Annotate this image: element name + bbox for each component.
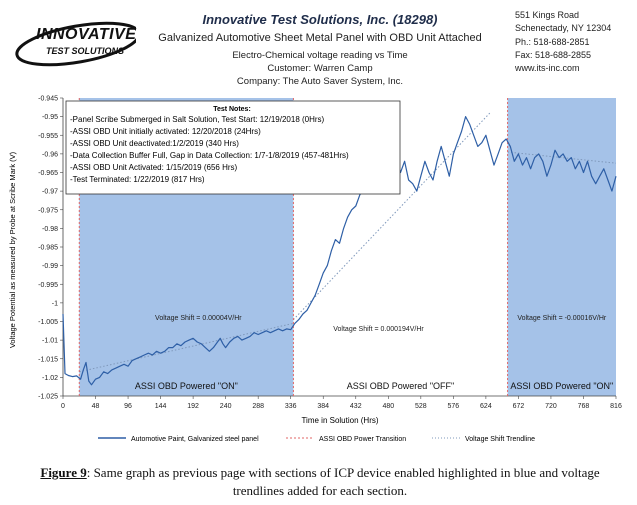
figure-caption: Figure 9: Same graph as previous page wi… xyxy=(20,464,620,500)
voltage-shift-label: Voltage Shift = 0.000194V/Hr xyxy=(333,326,424,333)
y-tick-label: -1.005 xyxy=(38,319,58,326)
data-series xyxy=(62,116,617,386)
legend-label-trend: Voltage Shift Trendline xyxy=(465,436,535,443)
x-tick-label: 240 xyxy=(220,403,232,410)
trendline xyxy=(507,151,617,164)
y-tick-label: -0.98 xyxy=(42,226,58,233)
x-tick-label: 144 xyxy=(155,403,167,410)
x-axis-ticks: 0 48 96 144 192 240 288 336 384 432 480 528 576 624 67… xyxy=(61,396,622,410)
y-tick-label: -1.015 xyxy=(38,356,58,363)
y-tick-label: -0.97 xyxy=(42,189,58,196)
logo-wordmark: INNOVATIVE xyxy=(36,26,137,43)
test-note-line: -Panel Scribe Submerged in Salt Solution… xyxy=(70,115,325,124)
voltage-shift-label: Voltage Shift = -0.00016V/Hr xyxy=(517,315,607,322)
test-notes-box: Test Notes: -Panel Scribe Submerged in S… xyxy=(65,100,401,195)
company-line: Company: The Auto Saver System, Inc. xyxy=(236,76,404,87)
y-tick-label: -1.01 xyxy=(42,338,58,345)
figure-caption-text: : Same graph as previous page with secti… xyxy=(86,465,600,498)
x-tick-label: 528 xyxy=(415,403,427,410)
region-on-label: ASSI OBD Powered "ON" xyxy=(510,381,613,391)
x-tick-label: 768 xyxy=(578,403,590,410)
voltage-shift-label: Voltage Shift = 0.00004V/Hr xyxy=(155,315,242,322)
company-title: Innovative Test Solutions, Inc. (18298) xyxy=(202,12,438,27)
x-tick-label: 672 xyxy=(513,403,525,410)
company-logo: INNOVATIVE TEST SOLUTIONS xyxy=(6,18,136,74)
x-tick-label: 0 xyxy=(61,403,65,410)
report-subtitle: Galvanized Automotive Sheet Metal Panel … xyxy=(158,32,482,44)
x-tick-label: 624 xyxy=(480,403,492,410)
x-tick-label: 432 xyxy=(350,403,362,410)
x-tick-label: 576 xyxy=(448,403,460,410)
y-axis-label: Voltage Potential as measured by Probe a… xyxy=(8,151,17,348)
series-line xyxy=(62,116,617,386)
region-off-label: ASSI OBD Powered "OFF" xyxy=(347,381,454,391)
region-on-label: ASSI OBD Powered "ON" xyxy=(135,381,238,391)
test-note-line: -ASSI OBD Unit Activated: 1/15/2019 (656… xyxy=(70,163,238,172)
y-tick-label: -0.96 xyxy=(42,151,58,158)
test-note-line: -Data Collection Buffer Full, Gap in Dat… xyxy=(70,151,349,160)
test-note-line: -ASSI OBD Unit deactivated:1/2/2019 (340… xyxy=(70,139,239,148)
y-tick-label: -0.965 xyxy=(38,170,58,177)
x-tick-label: 384 xyxy=(317,403,329,410)
x-tick-label: 336 xyxy=(285,403,297,410)
x-tick-label: 480 xyxy=(382,403,394,410)
highlight-region-on xyxy=(507,98,616,396)
logo-tagline: TEST SOLUTIONS xyxy=(46,46,125,56)
y-tick-label: -0.975 xyxy=(38,207,58,214)
x-tick-label: 816 xyxy=(610,403,622,410)
y-axis-ticks: -0.945 -0.95 -0.955 -0.96 -0.965 -0.97 -0.975 -… xyxy=(38,96,63,401)
legend-label-series: Automotive Paint, Galvanized steel panel xyxy=(131,436,259,443)
address-city: Schenectady, NY 12304 xyxy=(515,23,612,33)
test-note-line: -ASSI OBD Unit initially activated: 12/2… xyxy=(70,127,261,136)
region-labels: ASSI OBD Powered "ON" Voltage Shift = 0.0… xyxy=(135,315,613,391)
x-tick-label: 720 xyxy=(545,403,557,410)
y-tick-label: -0.945 xyxy=(38,96,58,103)
logo-swoosh-icon xyxy=(15,21,136,67)
trendline xyxy=(79,322,294,373)
x-tick-label: 48 xyxy=(92,403,100,410)
figure-label: Figure 9 xyxy=(40,465,87,480)
y-tick-label: -0.985 xyxy=(38,245,58,252)
test-note-line: -Test Terminated: 1/22/2019 (817 Hrs) xyxy=(70,175,205,184)
trendlines xyxy=(79,112,617,373)
y-tick-label: -1.02 xyxy=(42,375,58,382)
test-notes-title: Test Notes: xyxy=(213,106,251,113)
address-website: www.its-inc.com xyxy=(515,63,580,73)
x-tick-label: 96 xyxy=(124,403,132,410)
y-tick-label: -0.99 xyxy=(42,263,58,270)
report-description: Electro-Chemical voltage reading vs Time xyxy=(232,50,408,61)
address-phone: Ph.: 518-688-2851 xyxy=(515,37,590,47)
x-tick-label: 288 xyxy=(252,403,264,410)
chart-legend: Automotive Paint, Galvanized steel panel… xyxy=(98,436,535,443)
voltage-chart: -0.945 -0.95 -0.955 -0.96 -0.965 -0.97 -0.975 -… xyxy=(8,96,622,444)
y-tick-label: -1 xyxy=(52,300,58,307)
x-tick-label: 192 xyxy=(187,403,199,410)
legend-label-transition: ASSI OBD Power Transition xyxy=(319,436,406,443)
address-street: 551 Kings Road xyxy=(515,10,580,20)
customer-line: Customer: Warren Camp xyxy=(267,63,373,74)
address-fax: Fax: 518-688-2855 xyxy=(515,50,592,60)
y-tick-label: -0.955 xyxy=(38,133,58,140)
y-tick-label: -0.995 xyxy=(38,282,58,289)
y-tick-label: -0.95 xyxy=(42,114,58,121)
y-tick-label: -1.025 xyxy=(38,394,58,401)
x-axis-label: Time in Solution (Hrs) xyxy=(301,416,378,425)
